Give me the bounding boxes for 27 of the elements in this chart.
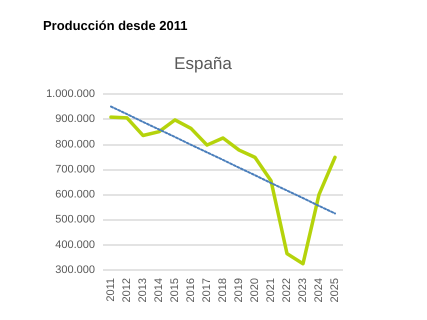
y-tick-label: 800.000 xyxy=(55,138,95,150)
y-tick-label: 700.000 xyxy=(55,163,95,176)
chart-subtitle: España xyxy=(174,54,232,73)
x-tick-label: 2015 xyxy=(169,278,181,302)
line-series xyxy=(110,106,336,214)
x-tick-label: 2016 xyxy=(185,278,197,302)
chart-title: Producción desde 2011 xyxy=(43,18,188,33)
line-series xyxy=(109,115,337,266)
y-tick-label: 500.000 xyxy=(55,214,95,226)
x-tick-label: 2023 xyxy=(297,278,309,302)
y-tick-label: 900.000 xyxy=(55,113,95,126)
y-tick-label: 1.000.000 xyxy=(46,88,95,100)
x-tick-label: 2019 xyxy=(233,278,245,302)
y-tick-label: 400.000 xyxy=(55,238,95,251)
x-tick-label: 2021 xyxy=(265,278,277,302)
x-tick-label: 2011 xyxy=(105,278,117,302)
x-tick-label: 2025 xyxy=(329,278,341,302)
y-tick-label: 600.000 xyxy=(55,188,95,201)
y-tick-label: 300.000 xyxy=(55,264,95,276)
x-tick-label: 2024 xyxy=(313,278,325,302)
x-tick-label: 2013 xyxy=(137,278,149,302)
x-tick-label: 2012 xyxy=(121,278,133,302)
x-tick-label: 2022 xyxy=(281,278,293,302)
x-tick-label: 2020 xyxy=(249,278,261,302)
x-tick-label: 2018 xyxy=(217,278,229,302)
x-tick-label: 2014 xyxy=(153,278,165,302)
x-tick-label: 2017 xyxy=(201,278,213,302)
